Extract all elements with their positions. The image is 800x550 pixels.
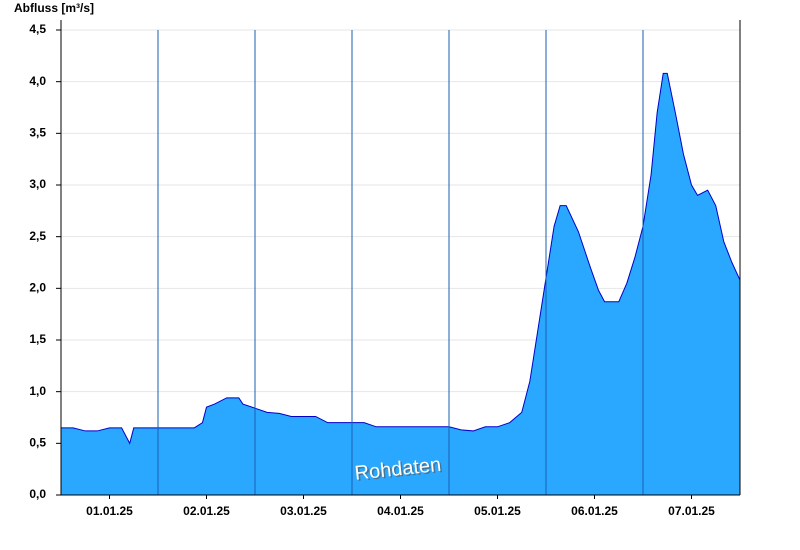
- x-tick-label: 05.01.25: [474, 504, 521, 518]
- x-tick-label: 01.01.25: [86, 504, 133, 518]
- y-tick-label: 1,5: [29, 332, 46, 346]
- y-tick-label: 3,0: [29, 177, 46, 191]
- y-tick-label: 3,5: [29, 126, 46, 140]
- y-tick-label: 4,0: [29, 74, 46, 88]
- x-tick-label: 04.01.25: [377, 504, 424, 518]
- y-tick-label: 0,0: [29, 487, 46, 501]
- x-tick-label: 07.01.25: [668, 504, 715, 518]
- y-tick-label: 2,0: [29, 281, 46, 295]
- y-tick-label: 4,5: [29, 22, 46, 36]
- x-tick-label: 06.01.25: [571, 504, 618, 518]
- y-tick-label: 1,0: [29, 384, 46, 398]
- y-tick-label: 2,5: [29, 229, 46, 243]
- x-tick-label: 02.01.25: [183, 504, 230, 518]
- line: [61, 72, 741, 445]
- y-tick-label: 0,5: [29, 436, 46, 450]
- y-axis-label: Abfluss [m³/s]: [14, 1, 94, 15]
- x-tick-label: 03.01.25: [280, 504, 327, 518]
- area: [61, 73, 740, 496]
